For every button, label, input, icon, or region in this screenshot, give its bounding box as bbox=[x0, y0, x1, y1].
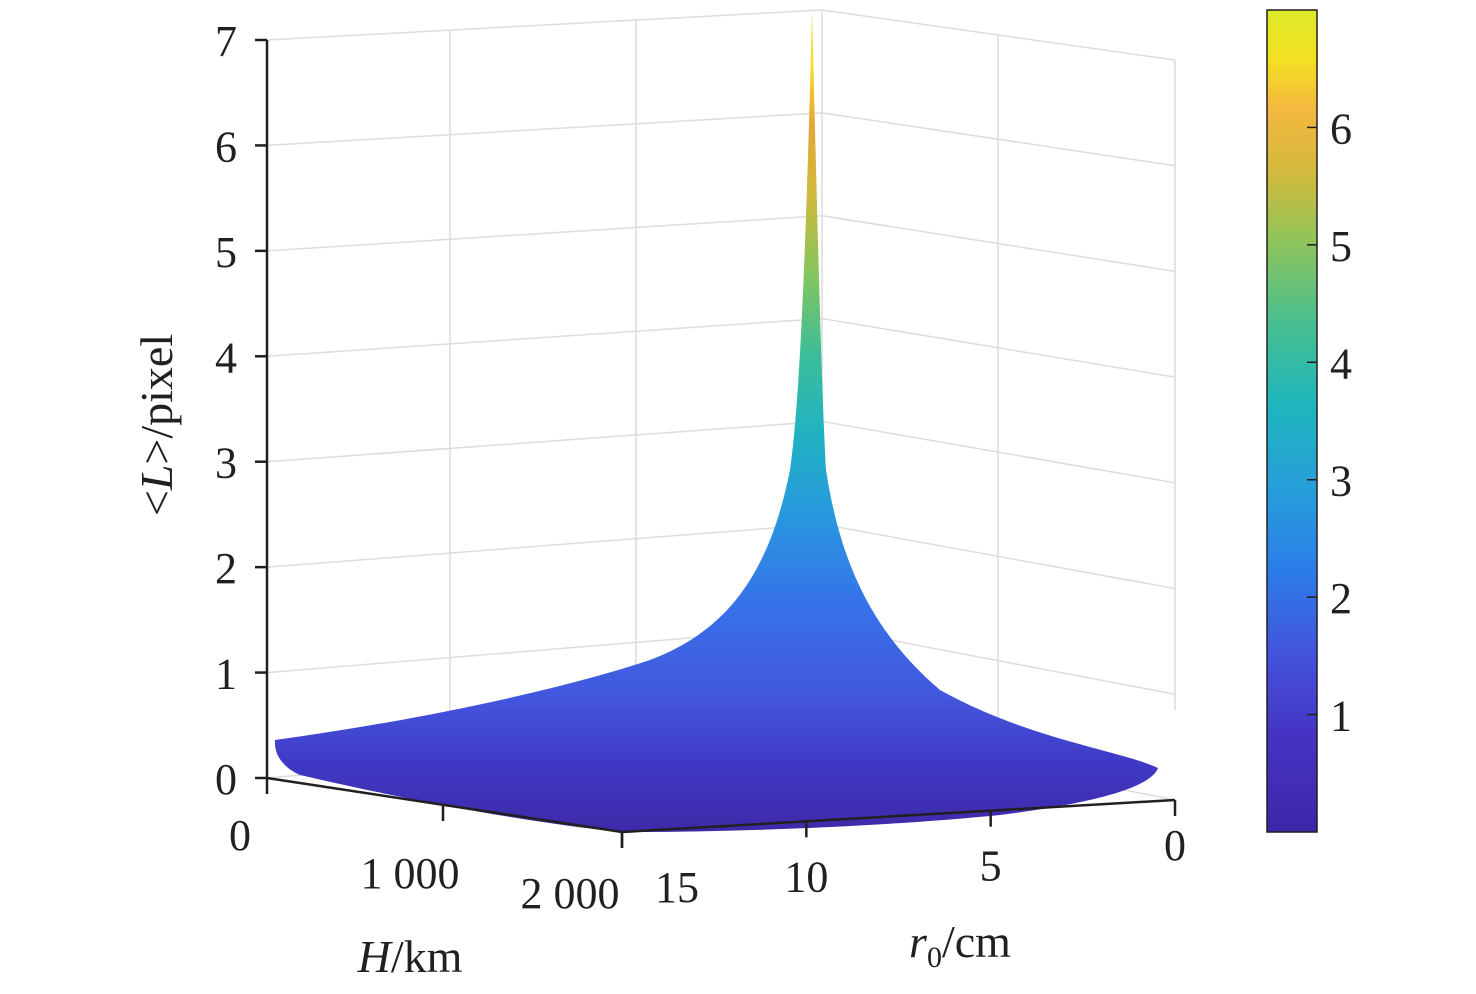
colorbar-tick-label: 6 bbox=[1330, 104, 1352, 153]
colorbar-tick-label: 3 bbox=[1330, 457, 1352, 506]
h-tick-label: 0 bbox=[229, 811, 251, 860]
z-tick-label: 6 bbox=[215, 122, 237, 171]
colorbar-ticks: 1 2 3 4 5 6 bbox=[1307, 104, 1352, 741]
grid-line-left-4 bbox=[266, 317, 823, 358]
r-axis-line bbox=[621, 798, 1176, 834]
colorbar-tick-label: 2 bbox=[1330, 574, 1352, 623]
r-axis-label: r0/cm bbox=[909, 916, 1011, 974]
h-axis-label: H/km bbox=[357, 931, 463, 982]
r-tick-label: 0 bbox=[1164, 821, 1186, 870]
r-tick-label: 15 bbox=[655, 863, 699, 912]
z-tick-label: 2 bbox=[215, 544, 237, 593]
z-tick-label: 4 bbox=[215, 333, 237, 382]
z-tick-label: 3 bbox=[215, 439, 237, 488]
h-tick-label: 2 000 bbox=[521, 869, 620, 918]
colorbar bbox=[1266, 9, 1318, 833]
surface bbox=[274, 10, 1159, 832]
grid-line-left-5 bbox=[266, 214, 823, 252]
h-axis-line bbox=[266, 776, 623, 834]
grid-lines bbox=[266, 9, 1176, 801]
z-tick-label: 5 bbox=[215, 228, 237, 277]
z-axis-ticks: 0 1 2 3 4 5 6 7 bbox=[215, 17, 267, 804]
h-tick-label: 1 000 bbox=[361, 849, 460, 898]
colorbar-tick-label: 5 bbox=[1330, 222, 1352, 271]
z-tick-label: 7 bbox=[215, 17, 237, 66]
grid-line-left-7 bbox=[266, 9, 823, 41]
colorbar-tick-label: 1 bbox=[1330, 692, 1352, 741]
r-tick-label: 5 bbox=[980, 842, 1002, 891]
grid-line-left-6 bbox=[266, 112, 823, 147]
axes bbox=[265, 40, 1176, 834]
r-axis-ticks: 15 10 5 0 bbox=[620, 800, 1186, 912]
z-tick-label: 0 bbox=[215, 755, 237, 804]
z-tick-label: 1 bbox=[215, 650, 237, 699]
r-tick-label: 10 bbox=[784, 852, 828, 901]
colorbar-tick-label: 4 bbox=[1330, 339, 1352, 388]
grid-line-left-2 bbox=[266, 523, 823, 568]
grid-line-left-3 bbox=[266, 420, 823, 463]
z-axis-label: <L>/pixel bbox=[131, 334, 182, 516]
